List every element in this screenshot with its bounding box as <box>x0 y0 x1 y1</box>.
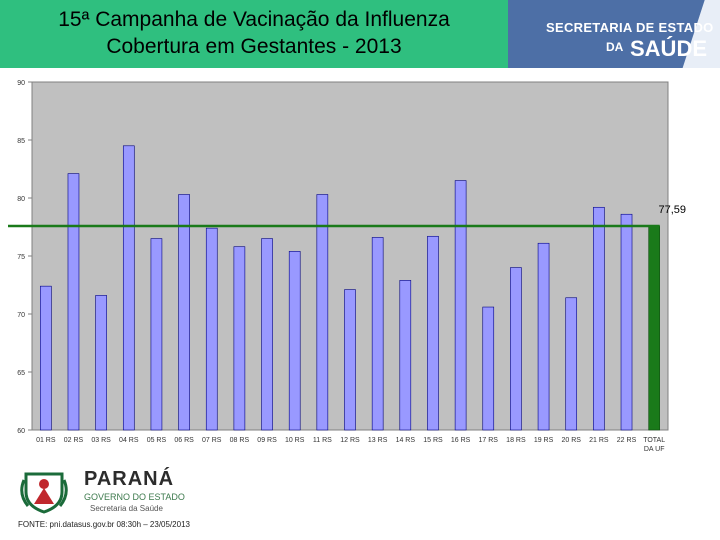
bar <box>482 306 495 431</box>
bar <box>233 246 246 431</box>
bar <box>178 194 190 431</box>
bar <box>261 238 273 431</box>
y-tick-label: 80 <box>17 196 25 203</box>
x-tick-label: 14 RS <box>396 437 416 444</box>
x-tick-label: 01 RS <box>36 437 56 444</box>
bar <box>510 267 522 431</box>
x-tick-label: DA UF <box>644 446 665 453</box>
x-tick-label: 16 RS <box>451 437 471 444</box>
bar <box>205 227 218 431</box>
title-box: 15ª Campanha de Vacinação da Influenza C… <box>0 0 508 68</box>
x-tick-label: 20 RS <box>561 437 581 444</box>
logo-government: GOVERNO DO ESTADO <box>84 492 185 502</box>
bar <box>288 251 301 431</box>
x-tick-label: 15 RS <box>423 437 443 444</box>
bar <box>593 206 605 431</box>
bar <box>316 194 329 431</box>
bar <box>565 297 578 431</box>
bar <box>399 280 412 431</box>
bar <box>454 180 467 431</box>
banner-line1: SECRETARIA DE ESTADO <box>546 20 714 35</box>
x-tick-label: 18 RS <box>506 437 526 444</box>
x-tick-label: 11 RS <box>313 437 332 444</box>
page-subtitle: Cobertura em Gestantes - 2013 <box>106 35 402 58</box>
crest-icon <box>20 472 68 514</box>
y-tick-label: 70 <box>17 312 25 319</box>
x-tick-label: 03 RS <box>91 437 111 444</box>
x-tick-label: 21 RS <box>589 437 609 444</box>
y-tick-label: 90 <box>17 80 25 87</box>
bar <box>344 289 356 431</box>
x-tick-label: 08 RS <box>230 437 250 444</box>
y-tick-label: 60 <box>17 428 25 435</box>
chart-panel: 60 65 70 75 80 85 90 01 RS 02 RS 03 RS 04 RS 05 RS 0… <box>8 70 692 470</box>
x-tick-label: 04 RS <box>119 437 139 444</box>
page-title: 15ª Campanha de Vacinação da Influenza <box>58 8 450 31</box>
parana-logo: PARANÁ GOVERNO DO ESTADO Secretaria da S… <box>10 468 230 516</box>
bar <box>67 173 80 431</box>
bar <box>40 285 52 431</box>
bar <box>620 213 633 431</box>
reference-label: 77,59 <box>658 204 686 216</box>
bar <box>537 242 550 431</box>
bar <box>371 237 384 431</box>
total-bar <box>648 225 660 431</box>
bar <box>122 145 135 431</box>
x-tick-label: 07 RS <box>202 437 222 444</box>
banner-da: DA <box>606 40 624 54</box>
x-tick-label: 02 RS <box>64 437 84 444</box>
bar-chart: 60 65 70 75 80 85 90 01 RS 02 RS 03 RS 04 RS 05 RS 0… <box>8 80 686 453</box>
secretaria-banner: SECRETARIA DE ESTADO DA SAÚDE <box>508 0 720 68</box>
bar <box>150 238 163 431</box>
x-tick-label: 10 RS <box>285 437 305 444</box>
x-tick-label: 09 RS <box>257 437 277 444</box>
x-tick-label: 05 RS <box>147 437 167 444</box>
x-tick-label: TOTAL <box>643 437 665 444</box>
x-tick-label: 12 RS <box>340 437 360 444</box>
x-tick-label: 19 RS <box>534 437 554 444</box>
y-tick-label: 85 <box>17 138 25 145</box>
x-tick-label: 06 RS <box>174 437 194 444</box>
bar <box>427 235 439 431</box>
bar <box>95 295 107 431</box>
banner-saude: SAÚDE <box>630 36 708 61</box>
logo-name: PARANÁ <box>84 468 175 490</box>
logo-secretaria: Secretaria da Saúde <box>90 504 163 513</box>
x-tick-label: 17 RS <box>479 437 499 444</box>
x-tick-label: 22 RS <box>617 437 637 444</box>
source-note: FONTE: pni.datasus.gov.br 08:30h – 23/05… <box>18 520 190 529</box>
x-tick-label: 13 RS <box>368 437 388 444</box>
y-tick-label: 65 <box>17 370 25 377</box>
y-tick-label: 75 <box>17 254 25 261</box>
